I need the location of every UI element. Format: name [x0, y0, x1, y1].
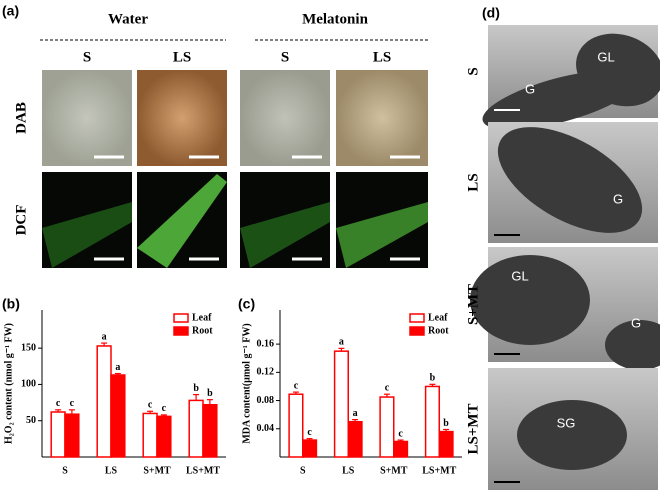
- structure-label: GL: [511, 268, 528, 283]
- significance-letter: c: [162, 403, 167, 414]
- significance-letter: a: [339, 337, 344, 348]
- panel-label: (d): [482, 5, 500, 21]
- y-tick-label: 100: [21, 379, 36, 390]
- bar: [110, 374, 126, 458]
- column-label: LS: [173, 49, 191, 65]
- bar: [64, 413, 80, 458]
- row-label: S+MT: [465, 284, 481, 325]
- leaf-fluorescence: [137, 174, 227, 268]
- column-label: LS: [373, 49, 391, 65]
- panel-label: (c): [238, 296, 255, 312]
- legend-label: Leaf: [192, 312, 212, 323]
- chloroplast: [470, 255, 590, 345]
- bar: [379, 396, 395, 458]
- panel-label: (a): [2, 3, 19, 19]
- legend-label: Root: [428, 325, 449, 336]
- structure-label: G: [631, 315, 641, 330]
- y-axis-label: H₂O₂ content (nmol g⁻¹ FW): [3, 323, 14, 444]
- bar: [288, 393, 304, 458]
- x-tick-label: S+MT: [143, 465, 171, 476]
- legend-swatch: [409, 326, 425, 336]
- leaf-fluorescence: [240, 202, 330, 268]
- y-tick-label: 0.12: [257, 367, 275, 378]
- column-label: S: [83, 49, 91, 65]
- dab-photo: [240, 70, 330, 166]
- x-tick-label: LS+MT: [186, 465, 220, 476]
- row-label: LS: [465, 173, 481, 191]
- bar: [302, 439, 318, 458]
- chloroplast: [605, 320, 660, 370]
- significance-letter: a: [102, 331, 107, 342]
- x-tick-label: S: [62, 465, 68, 476]
- legend-swatch: [409, 313, 425, 323]
- y-tick-label: 150: [21, 342, 36, 353]
- significance-letter: b: [207, 388, 213, 399]
- y-axis-label: MDA content(μmol g⁻¹ FW): [241, 323, 252, 443]
- y-tick-label: 0.04: [257, 423, 275, 434]
- leaf-fluorescence: [336, 202, 428, 268]
- bar: [347, 420, 363, 458]
- significance-letter: b: [193, 383, 199, 394]
- bar: [333, 350, 350, 458]
- significance-letter: a: [353, 408, 358, 419]
- legend-swatch: [173, 313, 189, 323]
- legend-label: Root: [192, 325, 213, 336]
- x-tick-label: S+MT: [380, 465, 408, 476]
- bar: [142, 412, 158, 458]
- significance-letter: c: [70, 398, 75, 409]
- row-label: S: [465, 67, 481, 75]
- group-label: Water: [108, 11, 148, 27]
- y-tick-label: 0.16: [257, 338, 275, 349]
- row-label: LS+MT: [465, 403, 481, 454]
- row-label: DAB: [13, 102, 29, 134]
- significance-letter: c: [398, 428, 403, 439]
- chloroplast: [576, 33, 660, 107]
- y-tick-label: 0.08: [257, 395, 275, 406]
- dab-photo: [137, 70, 227, 166]
- significance-letter: c: [148, 400, 153, 411]
- dab-photo: [42, 70, 132, 166]
- significance-letter: c: [385, 383, 390, 394]
- column-label: S: [281, 49, 289, 65]
- significance-letter: c: [56, 398, 61, 409]
- structure-label: SG: [557, 415, 576, 430]
- x-tick-label: LS: [105, 465, 118, 476]
- legend-swatch: [173, 326, 189, 336]
- group-label: Melatonin: [302, 11, 368, 27]
- chloroplast: [497, 127, 643, 233]
- chloroplast: [517, 400, 627, 470]
- y-tick-label: 50: [26, 415, 36, 426]
- bar: [424, 385, 441, 458]
- leaf-fluorescence: [42, 202, 132, 268]
- bar: [96, 345, 112, 458]
- significance-letter: b: [430, 373, 436, 384]
- panel-label: (b): [2, 296, 20, 312]
- significance-letter: c: [307, 427, 312, 438]
- legend-label: Leaf: [428, 312, 448, 323]
- dab-photo: [336, 70, 428, 166]
- structure-label: G: [525, 81, 535, 96]
- significance-letter: c: [294, 380, 299, 391]
- row-label: DCF: [13, 205, 29, 236]
- structure-label: GL: [597, 49, 614, 64]
- x-tick-label: S: [300, 465, 306, 476]
- x-tick-label: LS: [342, 465, 355, 476]
- bar: [438, 430, 454, 458]
- bar: [156, 415, 172, 458]
- x-tick-label: LS+MT: [422, 465, 456, 476]
- bar: [202, 403, 218, 458]
- bar: [188, 399, 204, 458]
- bar: [393, 440, 409, 458]
- significance-letter: b: [443, 418, 449, 429]
- structure-label: G: [613, 191, 623, 206]
- bar: [50, 411, 66, 458]
- significance-letter: a: [115, 362, 120, 373]
